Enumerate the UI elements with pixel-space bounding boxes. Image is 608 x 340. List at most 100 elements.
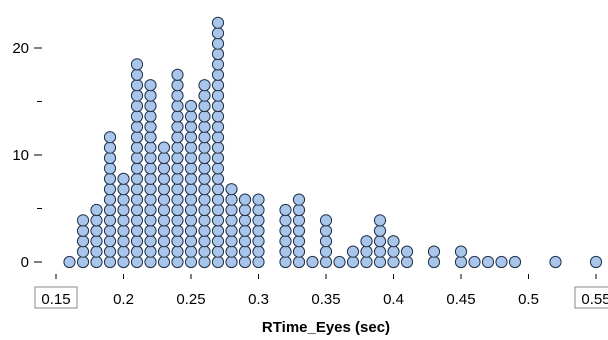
data-point — [211, 203, 225, 217]
data-point — [90, 235, 103, 248]
data-point — [211, 172, 225, 185]
data-point — [198, 214, 211, 227]
data-point — [292, 214, 306, 227]
data-point — [171, 68, 184, 81]
data-point — [117, 183, 130, 196]
data-point — [238, 224, 252, 237]
data-point — [184, 120, 198, 133]
data-point — [211, 89, 225, 102]
data-point — [90, 203, 103, 217]
x-tick-label: 0.15 — [41, 291, 70, 308]
data-point — [373, 224, 387, 237]
data-point — [198, 203, 211, 217]
data-point — [144, 235, 157, 248]
data-point — [481, 255, 495, 269]
data-point — [130, 203, 144, 217]
data-point — [103, 255, 117, 269]
data-point — [238, 255, 252, 269]
data-point — [144, 89, 157, 102]
x-tick-label: 0.55 — [581, 291, 608, 308]
data-point — [103, 203, 117, 217]
data-point — [171, 110, 184, 123]
data-point — [103, 193, 117, 206]
data-point — [279, 214, 292, 227]
data-point — [427, 245, 441, 258]
data-point — [63, 255, 76, 269]
data-point — [211, 110, 225, 123]
data-point — [198, 131, 211, 144]
data-point — [184, 141, 198, 154]
data-point — [130, 99, 144, 113]
data-point — [130, 245, 144, 258]
data-point — [117, 172, 130, 185]
data-point — [198, 245, 211, 258]
data-point — [198, 255, 211, 269]
x-tick-label: 0.3 — [248, 291, 269, 308]
data-point — [130, 235, 144, 248]
data-point — [427, 255, 441, 269]
data-point — [171, 172, 184, 185]
data-point — [144, 183, 157, 196]
data-point — [144, 141, 157, 154]
data-point — [373, 235, 387, 248]
data-point — [198, 110, 211, 123]
data-point — [252, 203, 265, 217]
data-point — [184, 162, 198, 175]
data-point — [157, 203, 171, 217]
data-point — [171, 245, 184, 258]
data-point — [211, 79, 225, 92]
data-point — [387, 235, 400, 248]
data-point — [198, 224, 211, 237]
data-point — [103, 235, 117, 248]
data-point — [495, 255, 508, 269]
x-axis: 0.15 0.2 0.25 0.3 0.35 0.4 0.45 0.5 0.55 — [34, 274, 608, 309]
data-point — [252, 193, 265, 206]
data-point — [130, 68, 144, 81]
data-point — [184, 214, 198, 227]
data-point — [144, 162, 157, 175]
data-point — [387, 255, 400, 269]
data-point — [130, 162, 144, 175]
data-point — [198, 120, 211, 133]
data-point — [157, 151, 171, 165]
data-point — [373, 255, 387, 269]
data-point — [90, 245, 103, 258]
data-point — [238, 245, 252, 258]
data-point — [171, 183, 184, 196]
x-axis-title: RTime_Eyes (sec) — [262, 319, 390, 336]
data-point — [144, 110, 157, 123]
data-point — [90, 255, 103, 269]
data-point — [144, 214, 157, 227]
data-point — [198, 141, 211, 154]
data-point — [238, 235, 252, 248]
data-point — [130, 89, 144, 102]
data-point — [279, 245, 292, 258]
data-point — [360, 255, 373, 269]
y-tick-label: 0 — [21, 254, 29, 271]
data-point — [130, 255, 144, 269]
data-point — [238, 214, 252, 227]
data-point — [319, 214, 333, 227]
data-point — [211, 193, 225, 206]
data-point — [225, 235, 238, 248]
data-point — [171, 120, 184, 133]
data-point — [76, 214, 90, 227]
data-point — [157, 245, 171, 258]
data-point — [117, 224, 130, 237]
data-point — [117, 235, 130, 248]
data-point — [171, 131, 184, 144]
data-point — [279, 235, 292, 248]
data-point — [144, 172, 157, 185]
data-point — [279, 203, 292, 217]
data-point — [387, 245, 400, 258]
data-point — [211, 255, 225, 269]
data-point — [252, 255, 265, 269]
data-point — [157, 255, 171, 269]
x-tick-label: 0.5 — [518, 291, 539, 308]
y-tick-label: 20 — [12, 40, 29, 57]
data-point — [157, 224, 171, 237]
data-point — [346, 245, 360, 258]
data-point — [292, 224, 306, 237]
data-point — [130, 58, 144, 71]
data-point — [373, 245, 387, 258]
